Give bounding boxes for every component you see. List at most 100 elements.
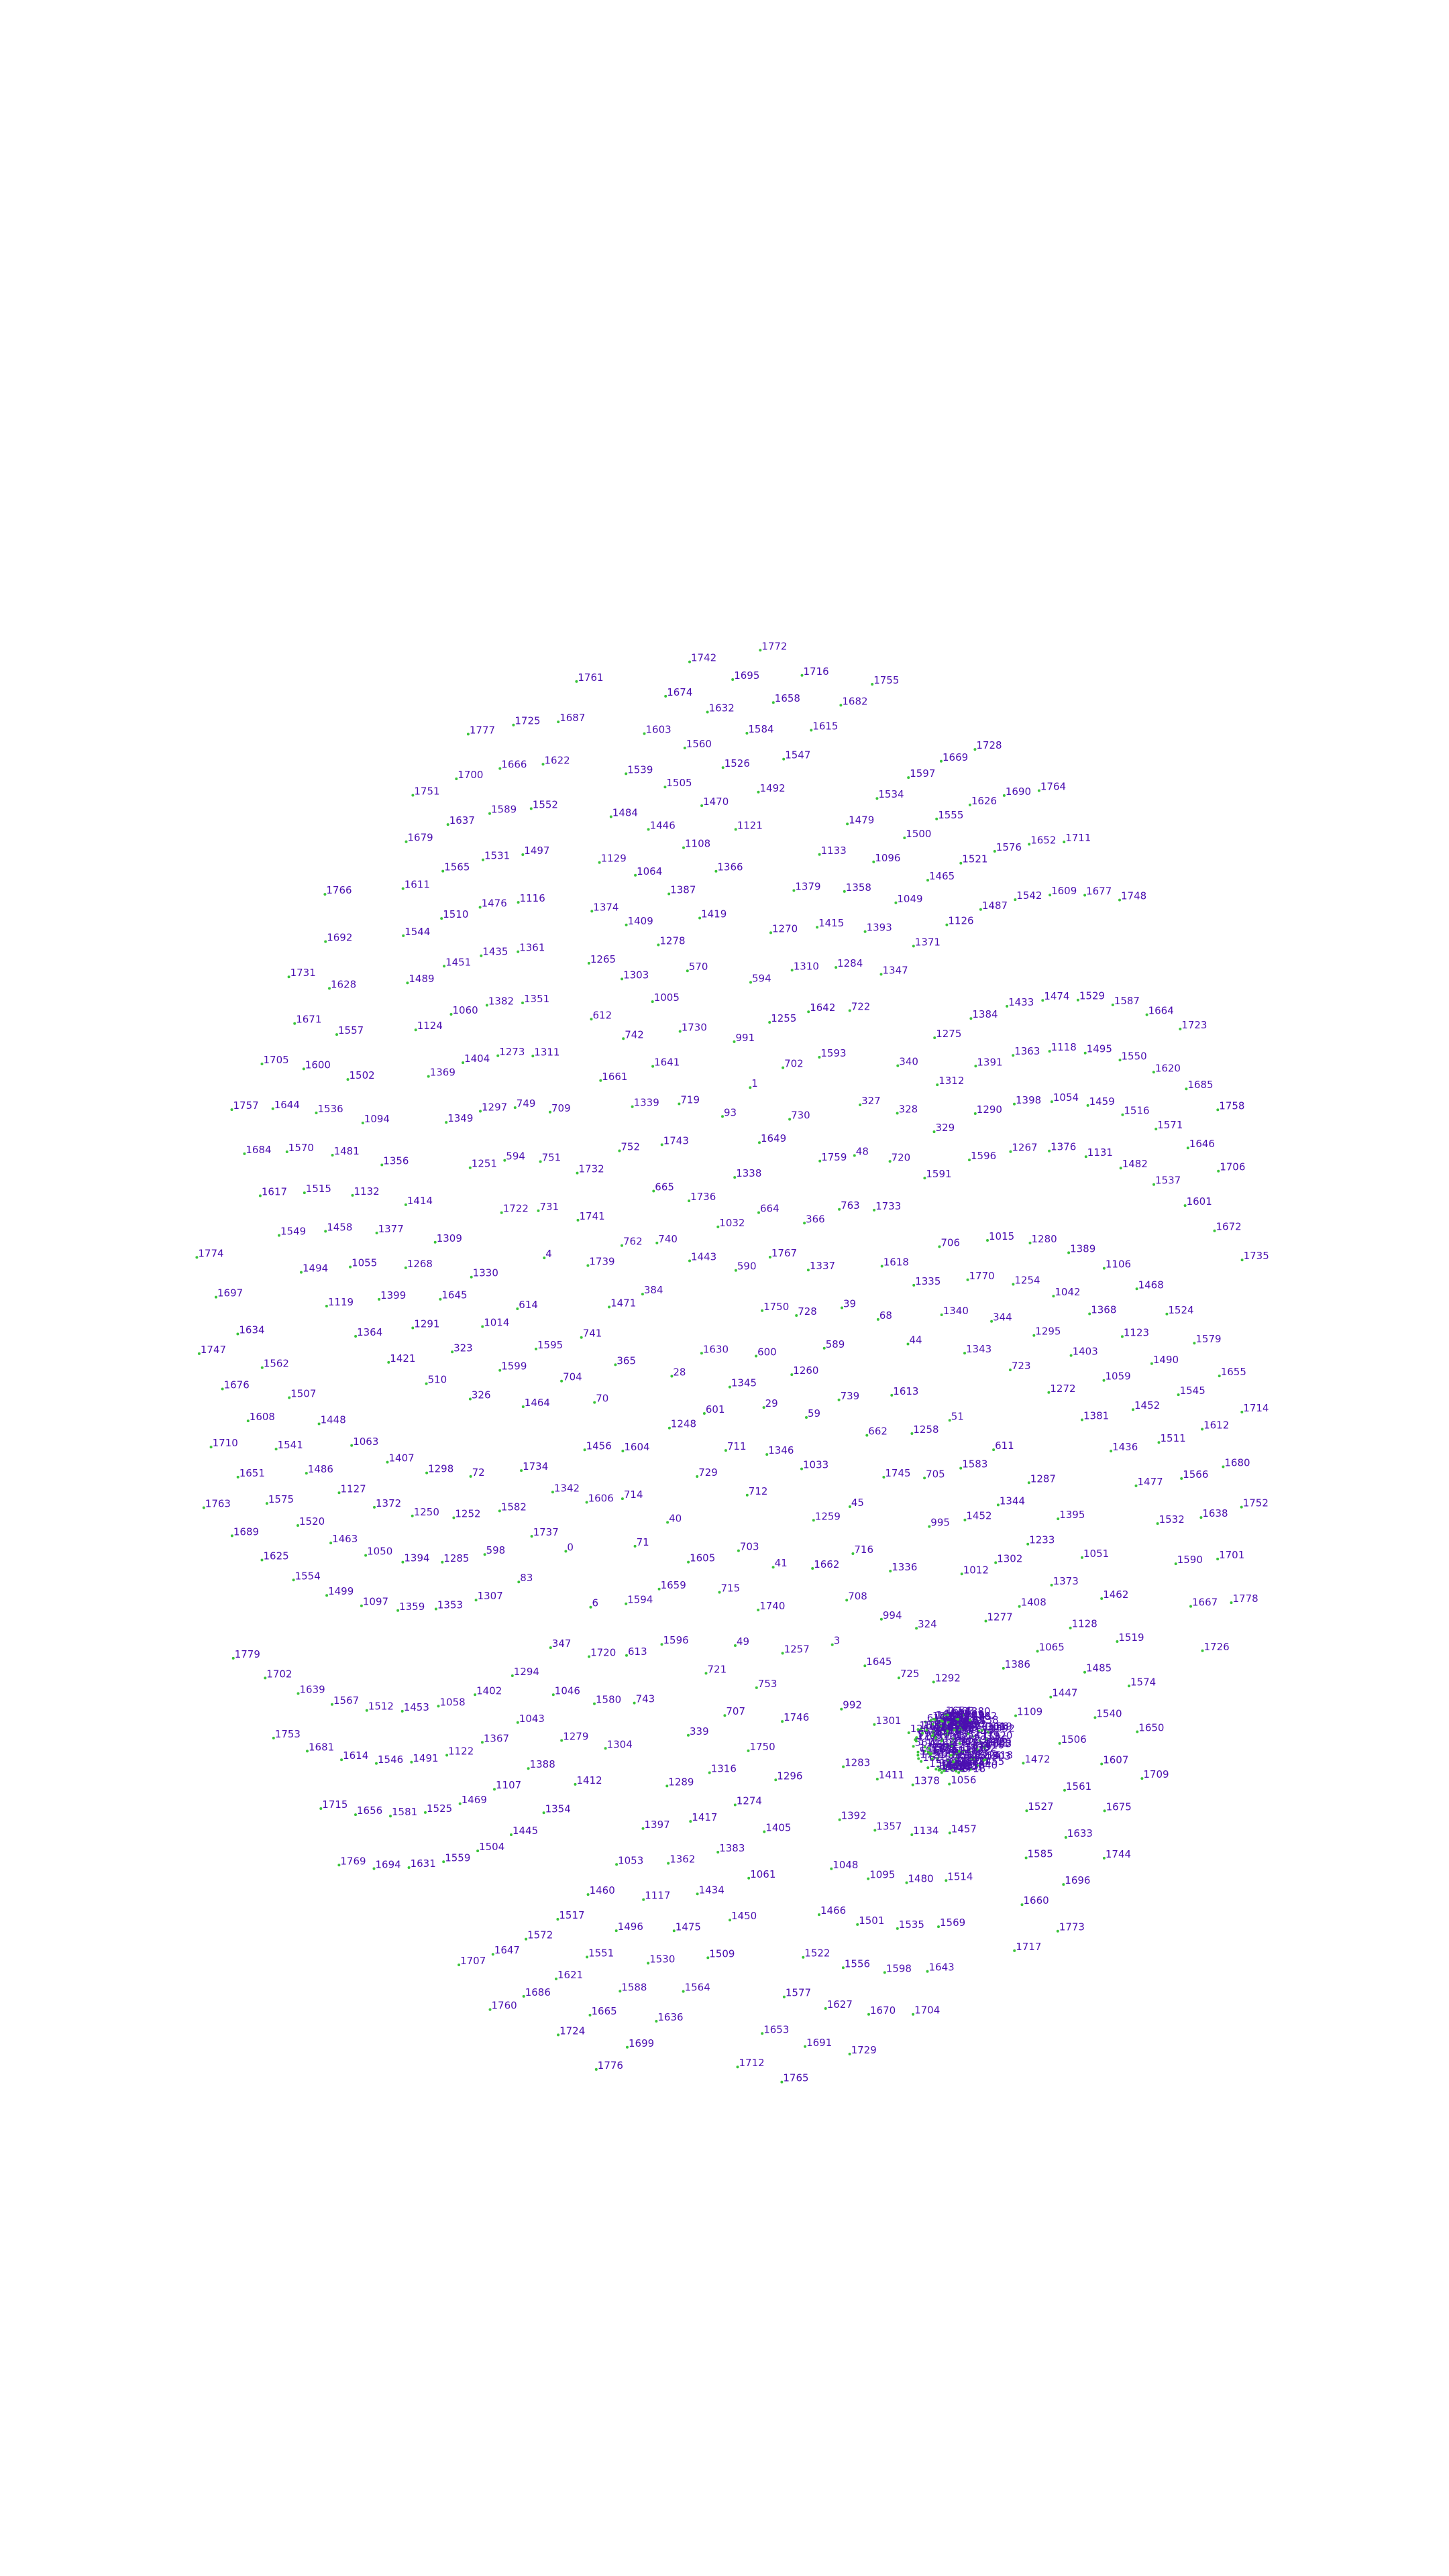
landmark-dot — [1052, 1295, 1055, 1298]
landmark-dot — [949, 1745, 952, 1748]
landmark-index-label: 1708 — [916, 1729, 942, 1741]
landmark-index-label: 1575 — [268, 1493, 294, 1505]
landmark-index-label: 1654 — [946, 1705, 971, 1717]
landmark-point: 751 — [539, 1152, 561, 1164]
landmark-dot — [686, 969, 689, 973]
landmark-dot — [946, 1758, 949, 1762]
landmark-point: 1563 — [927, 1738, 956, 1750]
landmark-index-label: 1392 — [841, 1810, 867, 1822]
landmark-index-label: 1118 — [1051, 1041, 1077, 1053]
landmark-point: 1597 — [907, 767, 935, 780]
landmark-index-label: 1338 — [736, 1167, 761, 1179]
landmark-dot — [236, 1332, 239, 1336]
landmark-point: 339 — [687, 1725, 709, 1737]
landmark-index-label: 1688 — [983, 1720, 1009, 1732]
landmark-dot — [968, 1159, 971, 1162]
landmark-index-label: 1563 — [930, 1738, 956, 1750]
landmark-index-label: 662 — [868, 1426, 888, 1438]
landmark-dot — [749, 981, 752, 984]
landmark-dot — [660, 1643, 663, 1646]
landmark-index-label: 1434 — [699, 1884, 724, 1896]
landmark-dot — [442, 1860, 445, 1864]
landmark-dot — [670, 1375, 674, 1378]
landmark-index-label: 1299 — [986, 1736, 1012, 1748]
landmark-dot — [1049, 894, 1052, 897]
landmark-point: 1509 — [706, 1947, 735, 1960]
landmark-index-label: 1638 — [1202, 1507, 1228, 1519]
landmark-dot — [445, 1754, 449, 1757]
landmark-index-label: 1124 — [417, 1020, 443, 1032]
landmark-dot — [439, 1297, 442, 1301]
landmark-dot — [488, 2008, 492, 2011]
landmark-point: 1729 — [848, 2044, 877, 2056]
landmark-index-label: 1775 — [961, 1741, 986, 1754]
landmark-dot — [541, 763, 545, 766]
landmark-index-label: 711 — [727, 1440, 747, 1452]
landmark-index-label: 1592 — [989, 1722, 1015, 1734]
landmark-point: 1443 — [688, 1251, 716, 1263]
landmark-index-label: 1362 — [669, 1854, 695, 1866]
landmark-index-label: 1645 — [441, 1289, 467, 1301]
landmark-dot — [875, 1778, 879, 1781]
landmark-point: 1452 — [1132, 1399, 1160, 1411]
landmark-point: 1053 — [615, 1854, 643, 1866]
landmark-index-label: 1126 — [948, 915, 973, 927]
landmark-point: 1349 — [445, 1112, 473, 1124]
landmark-dot — [1240, 1410, 1244, 1413]
landmark-point: 1667 — [1189, 1597, 1218, 1609]
landmark-dot — [1157, 1441, 1161, 1444]
landmark-dot — [1185, 1087, 1188, 1091]
landmark-index-label: 1729 — [851, 2044, 877, 2056]
landmark-dot — [476, 1849, 480, 1853]
landmark-dot — [945, 1733, 948, 1736]
landmark-index-label: 1770 — [969, 1270, 995, 1282]
landmark-index-label: 384 — [644, 1284, 663, 1296]
landmark-dot — [1049, 1695, 1053, 1699]
landmark-point: 729 — [696, 1466, 718, 1479]
landmark-index-label: 1471 — [610, 1297, 636, 1309]
landmark-point: 1419 — [698, 908, 727, 920]
landmark-dot — [537, 1209, 540, 1212]
landmark-point: 1696 — [1062, 1874, 1090, 1886]
landmark-point: 1367 — [480, 1732, 509, 1744]
landmark-point: 1351 — [521, 993, 549, 1005]
landmark-dot — [966, 1278, 969, 1281]
landmark-point: 1465 — [926, 870, 955, 882]
landmark-index-label: 1279 — [563, 1731, 588, 1743]
landmark-point: 510 — [425, 1374, 447, 1386]
landmark-point: 763 — [838, 1199, 860, 1212]
landmark-point: 1596 — [968, 1150, 996, 1162]
landmark-index-label: 1667 — [1192, 1597, 1218, 1609]
landmark-point: 1452 — [963, 1510, 992, 1522]
landmark-dot — [1002, 794, 1006, 797]
landmark-index-label: 1764 — [1040, 781, 1066, 793]
landmark-index-label: 749 — [517, 1097, 536, 1110]
landmark-point: 1579 — [1193, 1333, 1222, 1345]
landmark-dot — [657, 1587, 661, 1591]
landmark-dot — [437, 1705, 440, 1708]
landmark-index-label: 329 — [936, 1122, 955, 1134]
landmark-dot — [641, 1827, 645, 1830]
landmark-point: 1557 — [335, 1024, 364, 1036]
landmark-dot — [594, 2068, 598, 2071]
landmark-index-label: 1535 — [899, 1919, 924, 1931]
landmark-index-label: 741 — [583, 1328, 602, 1340]
landmark-index-label: 1723 — [1181, 1019, 1207, 1031]
landmark-index-label: 1295 — [1035, 1326, 1061, 1338]
landmark-point: 1561 — [1063, 1780, 1091, 1792]
landmark-point: 1643 — [926, 1962, 955, 1974]
landmark-index-label: 751 — [542, 1152, 561, 1164]
landmark-dot — [704, 1672, 708, 1675]
landmark-index-label: 1398 — [1016, 1094, 1041, 1106]
landmark-index-label: 366 — [806, 1213, 825, 1225]
landmark-index-label: 1435 — [482, 946, 508, 958]
landmark-dot — [209, 1446, 213, 1449]
landmark-point: 1651 — [236, 1467, 265, 1479]
landmark-point: 1636 — [655, 2011, 684, 2023]
landmark-index-label: 1603 — [646, 724, 672, 736]
landmark-dot — [724, 1449, 727, 1452]
landmark-point: 40 — [666, 1512, 682, 1524]
landmark-dot — [615, 1863, 619, 1866]
landmark-index-label: 1353 — [437, 1599, 463, 1611]
landmark-dot — [317, 1422, 321, 1426]
